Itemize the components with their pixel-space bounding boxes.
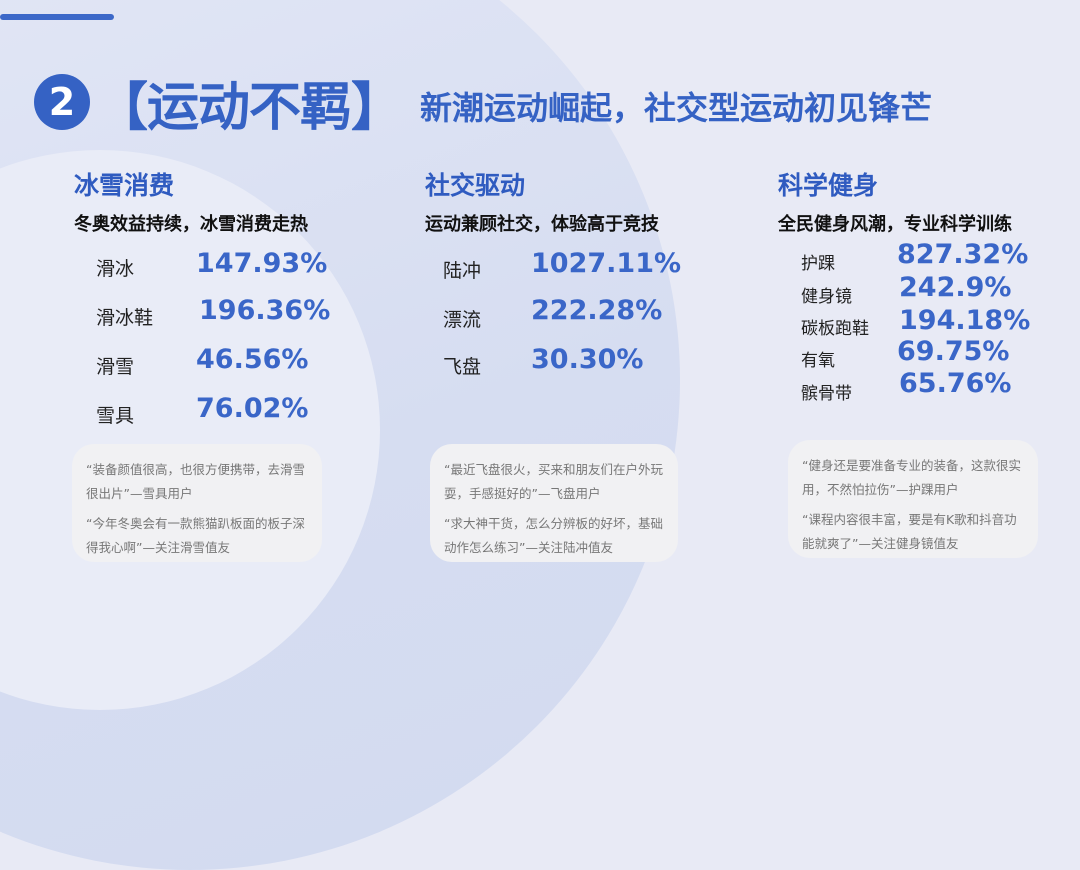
- stat-value: 222.28%: [531, 295, 663, 326]
- column-heading: 社交驱动: [425, 171, 526, 200]
- section-title: 【运动不羁】: [96, 77, 403, 138]
- column-heading: 科学健身: [778, 171, 879, 200]
- user-quote: “今年冬奥会有一款熊猫趴板面的板子深得我心啊”—关注滑雪值友: [86, 516, 305, 555]
- stat-value: 827.32%: [897, 239, 1029, 270]
- stat-value: 1027.11%: [531, 248, 682, 279]
- stat-label: 有氧: [801, 351, 835, 371]
- user-quotes-card: “健身还是要准备专业的装备，这款很实用，不然怕拉伤”—护踝用户 “课程内容很丰富…: [788, 440, 1038, 558]
- stat-row: 健身镜 242.9%: [801, 272, 1011, 307]
- stat-row: 滑冰 147.93%: [96, 248, 327, 281]
- stat-label: 陆冲: [443, 260, 482, 282]
- stat-row: 滑雪 46.56%: [96, 344, 308, 379]
- stat-label: 护踝: [801, 254, 835, 274]
- stat-row: 护踝 827.32%: [801, 239, 1028, 274]
- stat-row: 碳板跑鞋 194.18%: [801, 305, 1030, 339]
- user-quote: “课程内容很丰富，要是有K歌和抖音功能就爽了”—关注健身镜值友: [802, 512, 1017, 551]
- stat-row: 滑冰鞋 196.36%: [96, 295, 330, 330]
- stat-value: 76.02%: [196, 393, 309, 424]
- stat-row: 漂流 222.28%: [443, 295, 662, 332]
- stat-label: 滑冰鞋: [96, 307, 154, 329]
- user-quote: “最近飞盘很火，买来和朋友们在户外玩耍，手感挺好的”—飞盘用户: [444, 462, 663, 501]
- column-heading: 冰雪消费: [74, 171, 175, 200]
- decorative-top-bar: [0, 14, 114, 20]
- stat-row: 髌骨带 65.76%: [801, 368, 1011, 404]
- stat-label: 漂流: [443, 309, 482, 331]
- column-social: 社交驱动 运动兼顾社交，体验高于竞技: [425, 166, 659, 236]
- stat-row: 雪具 76.02%: [96, 393, 308, 428]
- column-fitness: 科学健身 全民健身风潮，专业科学训练: [778, 166, 1012, 236]
- stat-value: 69.75%: [897, 336, 1010, 367]
- page-title: 2 【运动不羁】 新潮运动崛起，社交型运动初见锋芒: [34, 70, 933, 138]
- stat-value: 65.76%: [899, 368, 1012, 399]
- user-quotes-card: “装备颜值很高，也很方便携带，去滑雪很出片”—雪具用户 “今年冬奥会有一款熊猫趴…: [72, 444, 322, 562]
- user-quote: “求大神干货，怎么分辨板的好坏，基础动作怎么练习”—关注陆冲值友: [444, 516, 663, 555]
- section-number-badge: 2: [34, 74, 90, 130]
- stat-value: 196.36%: [199, 295, 331, 326]
- stat-label: 髌骨带: [801, 384, 852, 404]
- stat-value: 242.9%: [899, 272, 1012, 303]
- stat-value: 46.56%: [196, 344, 309, 375]
- stat-label: 滑冰: [96, 258, 135, 280]
- stat-label: 雪具: [96, 405, 135, 427]
- stat-row: 陆冲 1027.11%: [443, 248, 681, 283]
- column-subheading: 运动兼顾社交，体验高于竞技: [425, 214, 659, 235]
- stat-label: 健身镜: [801, 287, 852, 307]
- user-quote: “装备颜值很高，也很方便携带，去滑雪很出片”—雪具用户: [86, 462, 305, 501]
- stat-value: 194.18%: [899, 305, 1031, 336]
- section-subtitle: 新潮运动崛起，社交型运动初见锋芒: [420, 89, 933, 127]
- user-quote: “健身还是要准备专业的装备，这款很实用，不然怕拉伤”—护踝用户: [802, 458, 1021, 497]
- column-subheading: 冬奥效益持续，冰雪消费走热: [74, 214, 308, 235]
- column-subheading: 全民健身风潮，专业科学训练: [778, 214, 1012, 235]
- stat-label: 飞盘: [443, 356, 482, 378]
- user-quotes-card: “最近飞盘很火，买来和朋友们在户外玩耍，手感挺好的”—飞盘用户 “求大神干货，怎…: [430, 444, 678, 562]
- column-ice-snow: 冰雪消费 冬奥效益持续，冰雪消费走热: [74, 166, 308, 236]
- stat-label: 碳板跑鞋: [801, 319, 869, 339]
- stat-value: 147.93%: [196, 248, 328, 279]
- stat-row: 飞盘 30.30%: [443, 344, 643, 379]
- stat-row: 有氧 69.75%: [801, 336, 1009, 371]
- stat-label: 滑雪: [96, 356, 135, 378]
- stat-value: 30.30%: [531, 344, 644, 375]
